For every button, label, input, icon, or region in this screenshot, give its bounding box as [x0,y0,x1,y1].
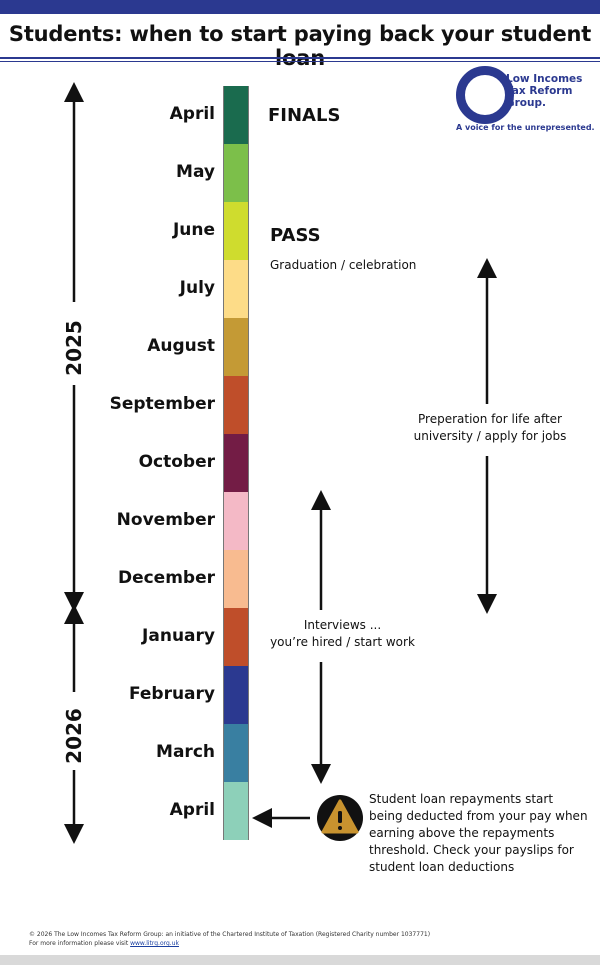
footer: © 2026 The Low Incomes Tax Reform Group:… [29,931,431,947]
pass-label: PASS [270,225,321,246]
month-label: June [172,220,215,240]
title-rule-thin [0,61,600,62]
month-segment [224,260,248,318]
month-segment [224,202,248,260]
title-rule [0,57,600,59]
month-segment [224,608,248,666]
month-label: August [147,336,215,356]
month-segment [224,550,248,608]
month-segment [224,376,248,434]
warning-icon [317,795,363,841]
month-segment [224,434,248,492]
top-bar [0,0,600,14]
month-segment [224,144,248,202]
month-segment [224,782,248,840]
preparation-note: Preperation for life after university / … [413,412,567,443]
month-segment [224,724,248,782]
timeline-bar [223,86,249,840]
graduation-note: Graduation / celebration [270,258,417,272]
month-segment [224,86,248,144]
month-label: May [176,162,215,182]
month-label: July [179,278,215,298]
logo-ring-icon [456,66,514,124]
month-label: April [169,800,215,820]
month-label: April [169,104,215,124]
finals-label: FINALS [268,105,341,126]
month-label: November [116,510,215,530]
litrg-logo[interactable]: Low Incomes Tax Reform Group. A voice fo… [454,66,595,136]
logo-text: Low Incomes Tax Reform Group. [506,73,583,109]
month-label: October [138,452,215,472]
footer-link[interactable]: www.litrg.org.uk [130,940,179,947]
month-label: December [117,568,215,588]
month-segment [224,666,248,724]
interviews-note: Interviews ... you’re hired / start work [270,618,415,649]
logo-tagline: A voice for the unrepresented. [456,123,595,132]
repayment-note: Student loan repayments start being dedu… [369,792,588,874]
month-label: January [142,626,215,646]
month-segment [224,318,248,376]
month-label: September [109,394,215,414]
month-label: February [128,684,215,704]
month-label: March [156,742,215,762]
bottom-bar [0,955,600,965]
month-segment [224,492,248,550]
